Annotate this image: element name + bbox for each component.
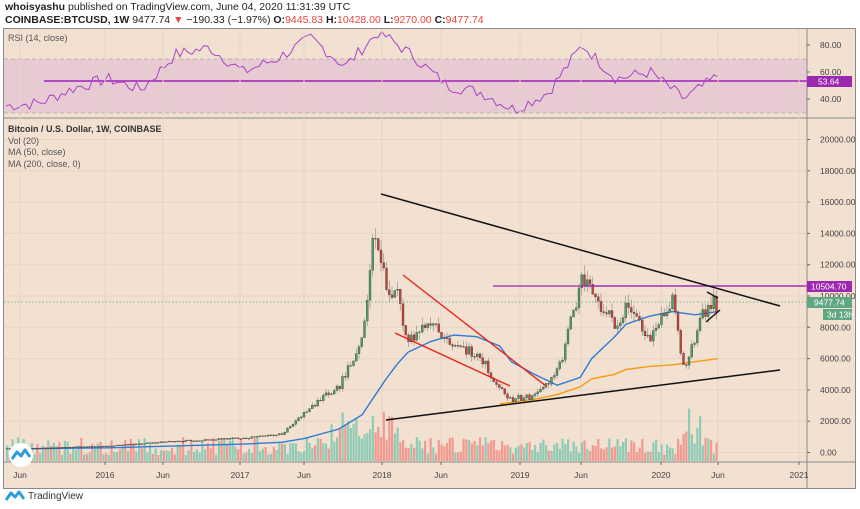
ascending-trendline[interactable] [385,369,781,421]
footer-brand[interactable]: TradingView [5,490,83,502]
ma50-line [28,310,719,450]
last-price-value: 9477.74 [814,298,845,308]
low-label: L: [383,14,394,26]
volume-bars [6,408,718,461]
wedge-upper-line[interactable] [402,274,547,387]
rsi-band [4,59,807,113]
close-value: 9477.74 [445,14,484,26]
pennant-upper[interactable] [706,291,719,299]
x-tick-label: Jun [297,470,311,480]
price-tick-label: 12000.00 [820,260,856,270]
x-tick-label: 2017 [231,470,250,480]
ma200-line [499,357,719,405]
price-tick-label: 20000.00 [820,135,856,145]
price-tick-label: 14000.00 [820,228,856,238]
resistance-badge [807,281,852,292]
brand-label: TradingView [28,490,84,502]
price-tick-label: 4000.00 [820,385,851,395]
rsi-legend: RSI (14, close) [8,33,68,45]
x-tick-label: 2019 [511,470,530,480]
tradingview-logo-icon [10,448,32,460]
main-legend: Bitcoin / U.S. Dollar, 1W, COINBASE Vol … [8,124,162,170]
rsi-tick-label: 60.00 [820,67,842,77]
rsi-current-value: 53.64 [818,77,840,87]
countdown-badge [823,309,852,320]
symbol-label: COINBASE:BTCUSD, 1W [5,14,130,26]
author-name: whoisyashu [5,1,66,13]
price-tick-label: 18000.00 [820,166,856,176]
candlesticks [5,228,718,450]
descending-trendline[interactable] [380,193,781,307]
high-label: H: [325,14,338,26]
x-tick-label: Jun [13,470,27,480]
publish-text: published on TradingView.com, June 04, 2… [68,1,351,13]
last-price-badge [807,297,852,308]
x-tick-label: 2020 [652,470,671,480]
price-axis[interactable]: 20000.00 18000.00 16000.00 14000.00 12000.00… [807,135,856,458]
close-label: C: [434,14,446,26]
x-tick-label: 2016 [96,470,115,480]
rsi-title: RSI (14, close) [8,33,68,43]
x-tick-label: 2021 [790,470,809,480]
pennant-lower[interactable] [705,309,721,323]
x-tick-label: 2018 [373,470,392,480]
price-tick-label: 8000.00 [820,322,851,332]
rsi-axis: 80.00 60.00 40.00 [807,40,842,104]
time-axis[interactable]: Jun 2016 Jun 2017 Jun 2018 Jun 2019 Jun 2020 Jun 20… [13,462,809,480]
high-value: 10428.00 [337,14,381,26]
rsi-line [5,30,719,115]
indicator-ma200[interactable]: MA (200, close, 0) [8,158,81,169]
price-tick-label: 6000.00 [820,354,851,364]
open-value: 9445.83 [285,14,324,26]
price-change: −190.33 (−1.97%) [186,14,271,26]
price-tick-label: 10000.00 [820,291,856,301]
x-tick-label: Jun [434,470,448,480]
low-value: 9270.00 [393,14,432,26]
price-tick-label: 0.00 [820,448,837,458]
resistance-value: 10504.70 [811,282,847,292]
open-label: O: [273,14,286,26]
price-tick-label: 16000.00 [820,197,856,207]
rsi-tick-label: 40.00 [820,94,842,104]
indicator-ma50[interactable]: MA (50, close) [8,147,66,157]
price-tick-label: 2000.00 [820,416,851,426]
symbol-info: COINBASE:BTCUSD, 1W 9477.74 ▼ −190.33 (−… [5,14,484,26]
indicator-vol[interactable]: Vol (20) [8,135,40,146]
down-arrow-icon: ▼ [173,14,184,26]
wedge-lower-line[interactable] [394,332,511,387]
rsi-tick-label: 80.00 [820,40,842,50]
tradingview-icon [5,490,25,501]
x-tick-label: Jun [156,470,170,480]
main-title: Bitcoin / U.S. Dollar, 1W, COINBASE [8,124,162,134]
last-price: 9477.74 [132,14,171,26]
x-tick-label: Jun [574,470,588,480]
x-tick-label: Jun [711,470,725,480]
countdown-value: 3d 13h [827,310,853,320]
rsi-current-badge [807,76,852,87]
tradingview-float-logo[interactable] [9,443,33,467]
publish-info: whoisyashu published on TradingView.com,… [5,1,350,13]
